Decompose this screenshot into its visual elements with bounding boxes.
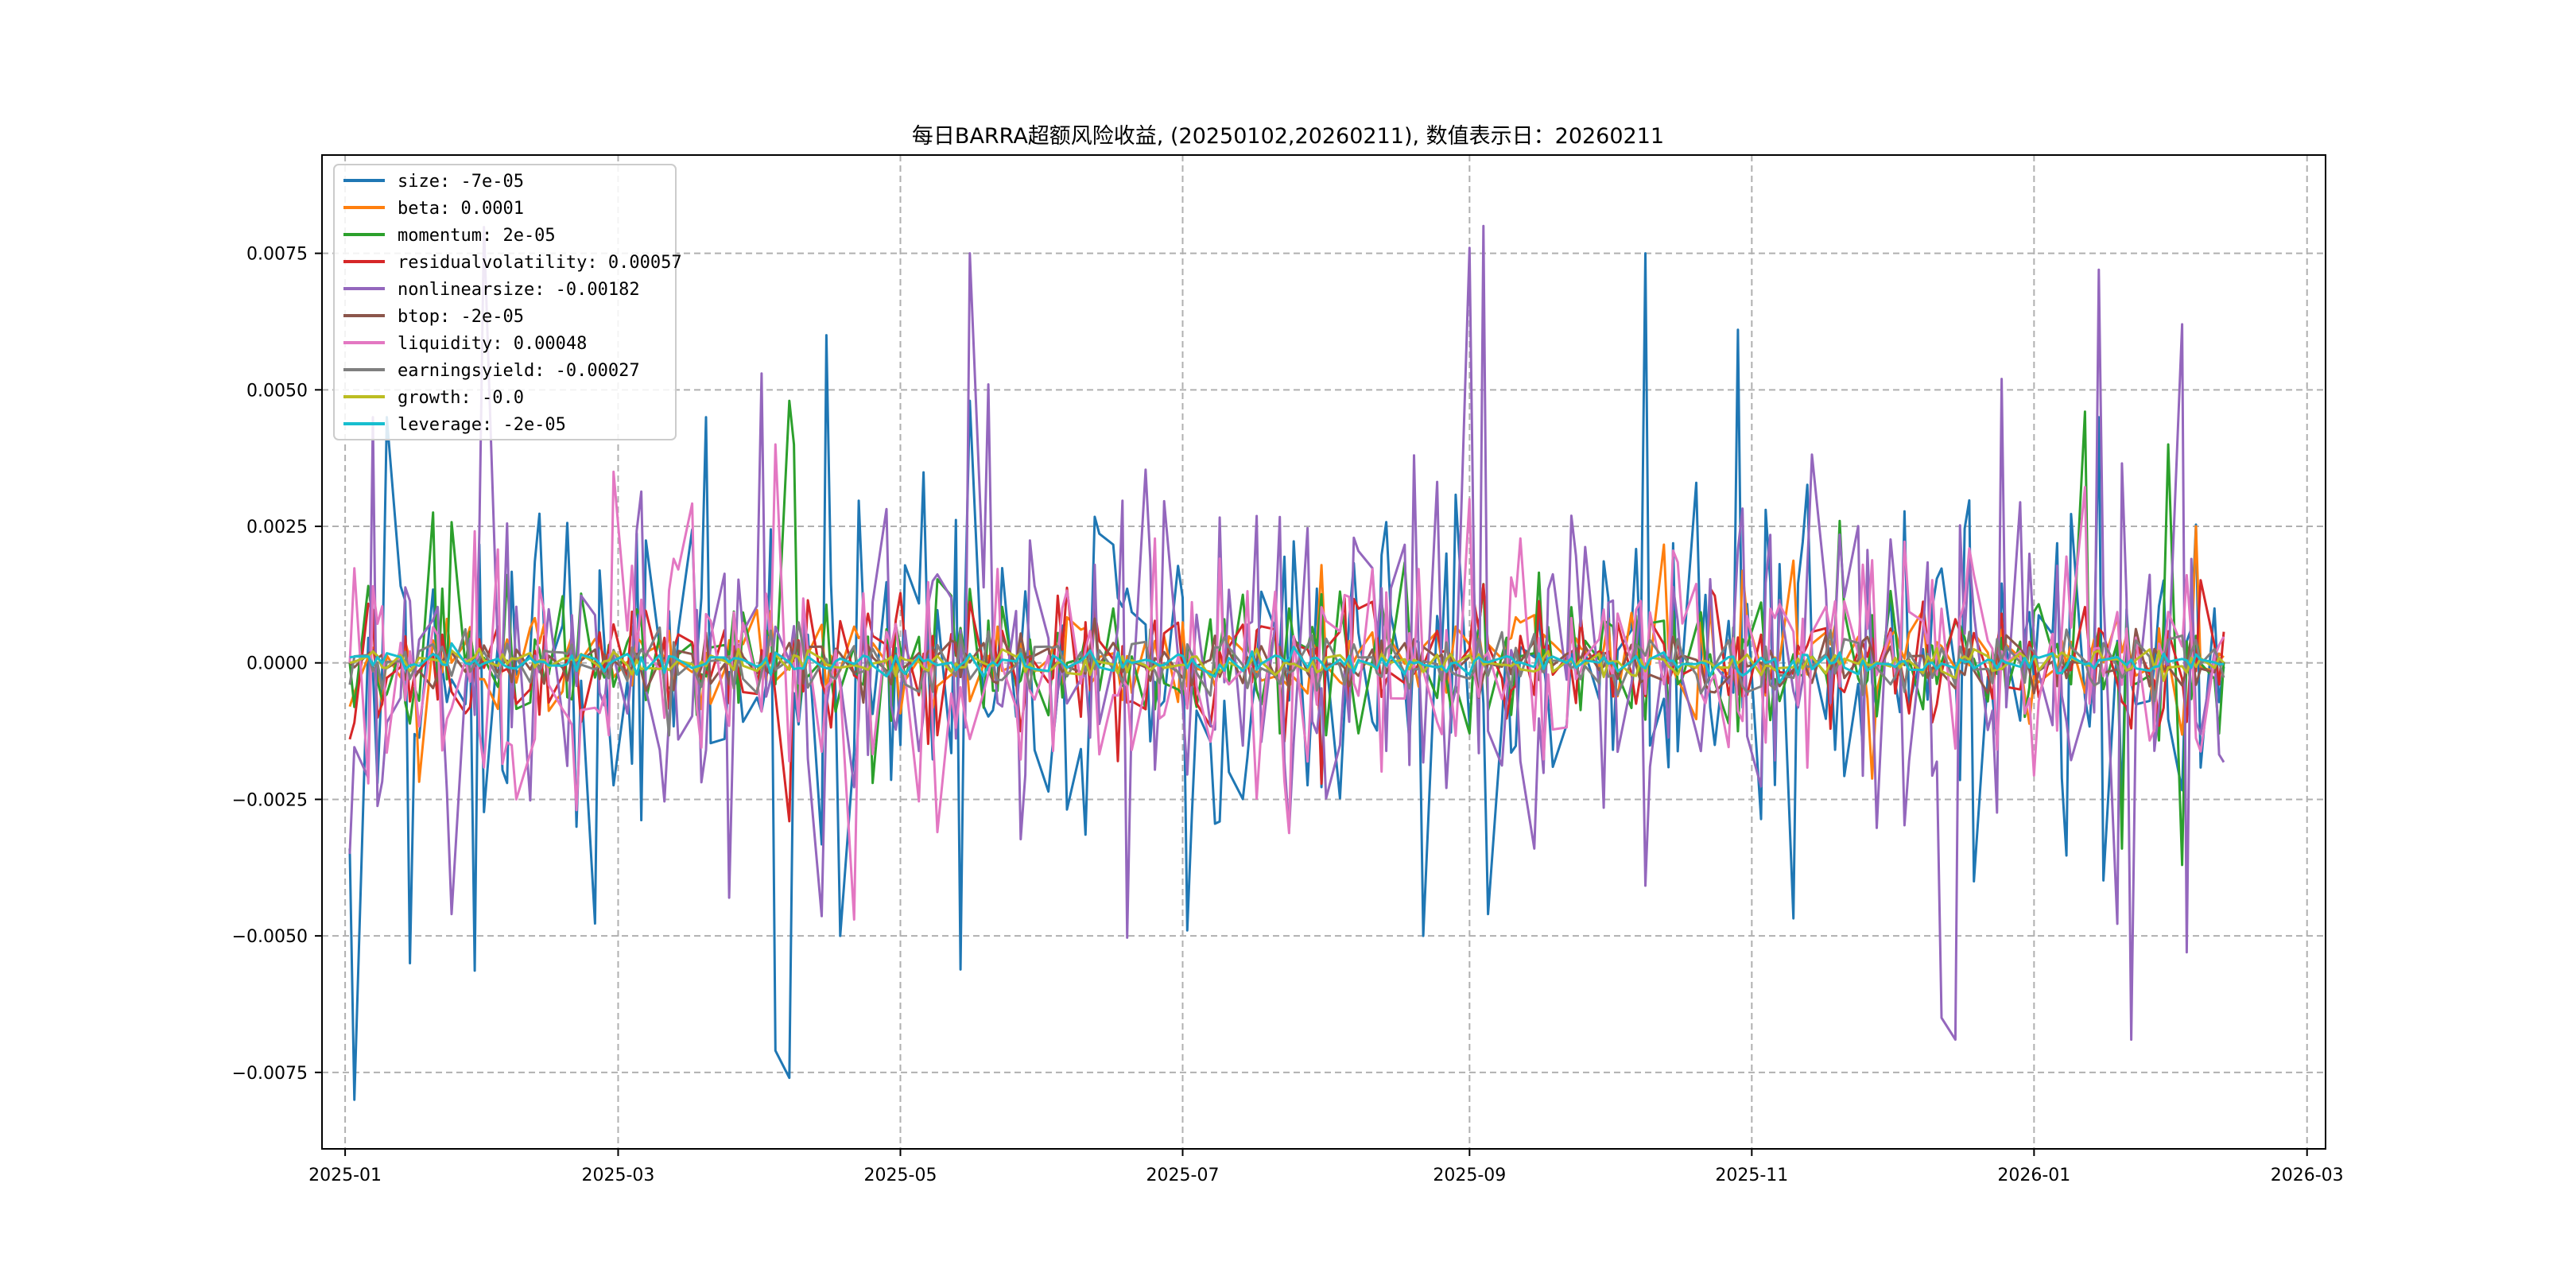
legend-label-momentum: momentum: 2e-05 <box>398 226 556 246</box>
chart-title: 每日BARRA超额风险收益, (20250102,20260211), 数值表示… <box>912 124 1664 149</box>
series-line-earningsyield <box>348 621 2225 737</box>
x-axis: 2025-01 2025-03 2025-05 2025-07 2025-09 2025-… <box>308 1149 2344 1185</box>
legend-label-btop: btop: -2e-05 <box>398 307 524 327</box>
legend-label-growth: growth: -0.0 <box>398 388 524 408</box>
legend-label-leverage: leverage: -2e-05 <box>398 415 566 435</box>
series-line-residualvolatility <box>348 579 2225 823</box>
x-tick-label: 2025-07 <box>1146 1166 1220 1185</box>
x-tick-label: 2025-09 <box>1433 1166 1506 1185</box>
y-tick-label: −0.0025 <box>232 790 308 810</box>
y-tick-label: 0.0050 <box>246 381 308 401</box>
x-tick-label: 2025-11 <box>1715 1166 1788 1185</box>
y-axis: 0.0075 0.0050 0.0025 0.0000 −0.0025 −0.0050 −0… <box>232 245 322 1084</box>
plot-frame <box>321 154 2326 1150</box>
series-lines <box>348 224 2225 1101</box>
y-tick-label: 0.0000 <box>246 654 308 674</box>
legend-label-residualvolatility: residualvolatility: 0.00057 <box>398 253 682 273</box>
x-tick-label: 2026-03 <box>2271 1166 2344 1185</box>
x-tick-label: 2025-01 <box>308 1166 382 1185</box>
legend: size: -7e-05 beta: 0.0001 momentum: 2e-05 r… <box>333 164 682 440</box>
legend-label-earningsyield: earningsyield: -0.00027 <box>398 361 640 381</box>
legend-label-nonlinearsize: nonlinearsize: -0.00182 <box>398 280 640 300</box>
y-tick-label: 0.0075 <box>246 245 308 265</box>
y-tick-label: −0.0075 <box>232 1064 308 1084</box>
legend-box <box>333 164 677 440</box>
y-tick-label: 0.0025 <box>246 518 308 537</box>
x-tick-label: 2025-05 <box>864 1166 937 1185</box>
legend-label-size: size: -7e-05 <box>398 172 524 192</box>
legend-label-beta: beta: 0.0001 <box>398 199 524 219</box>
series-line-leverage <box>349 642 2225 684</box>
x-tick-label: 2026-01 <box>1997 1166 2070 1185</box>
y-tick-label: −0.0050 <box>232 927 308 947</box>
x-tick-label: 2025-03 <box>582 1166 655 1185</box>
legend-label-liquidity: liquidity: 0.00048 <box>398 334 587 354</box>
